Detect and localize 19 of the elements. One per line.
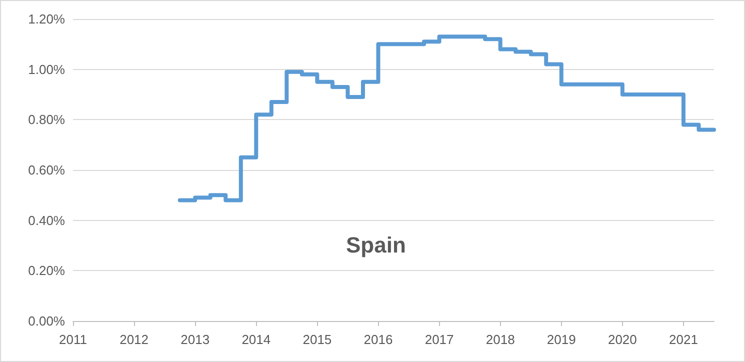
y-tick-label: 1.00%	[28, 62, 66, 77]
x-tick-label: 2018	[486, 332, 515, 347]
x-tick-label: 2013	[180, 332, 210, 347]
x-tick-label: 2015	[302, 332, 332, 347]
x-tick-label: 2012	[120, 332, 149, 347]
x-tick-label: 2017	[424, 332, 454, 347]
x-tick-label: 2011	[59, 332, 87, 347]
y-tick-label: 0.00%	[28, 314, 66, 328]
x-tick-label: 2020	[608, 332, 637, 347]
y-tick-label: 0.60%	[28, 162, 66, 178]
x-tick-label: 2016	[364, 332, 393, 347]
x-tick-label: 2019	[546, 332, 576, 347]
y-tick-label: 0.40%	[28, 212, 66, 228]
y-tick-label: 1.20%	[28, 12, 66, 26]
y-tick-label: 0.80%	[28, 112, 66, 128]
text: Spain	[346, 232, 406, 258]
y-tick-label: 0.20%	[28, 263, 66, 278]
x-tick-label: 2021	[669, 332, 698, 347]
x-tick-label: 2014	[242, 332, 271, 347]
